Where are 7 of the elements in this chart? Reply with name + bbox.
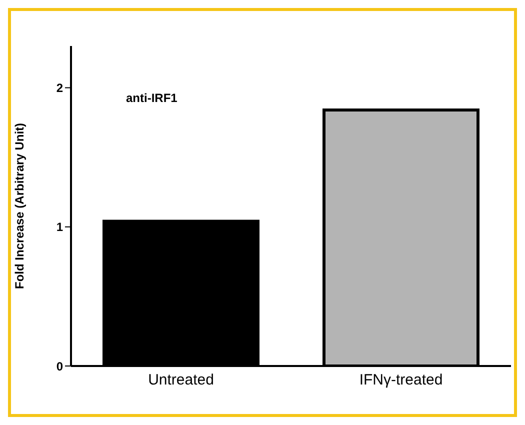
x-tick-label: IFNγ-treated	[359, 372, 443, 389]
y-tick-label: 2	[56, 81, 64, 95]
annotation: anti-IRF1	[126, 91, 178, 105]
x-tick-label: Untreated	[148, 372, 214, 389]
y-axis-title: Fold Increase (Arbitrary Unit)	[12, 122, 26, 290]
y-tick-label: 1	[56, 220, 64, 234]
y-tick-label: 0	[56, 359, 64, 374]
